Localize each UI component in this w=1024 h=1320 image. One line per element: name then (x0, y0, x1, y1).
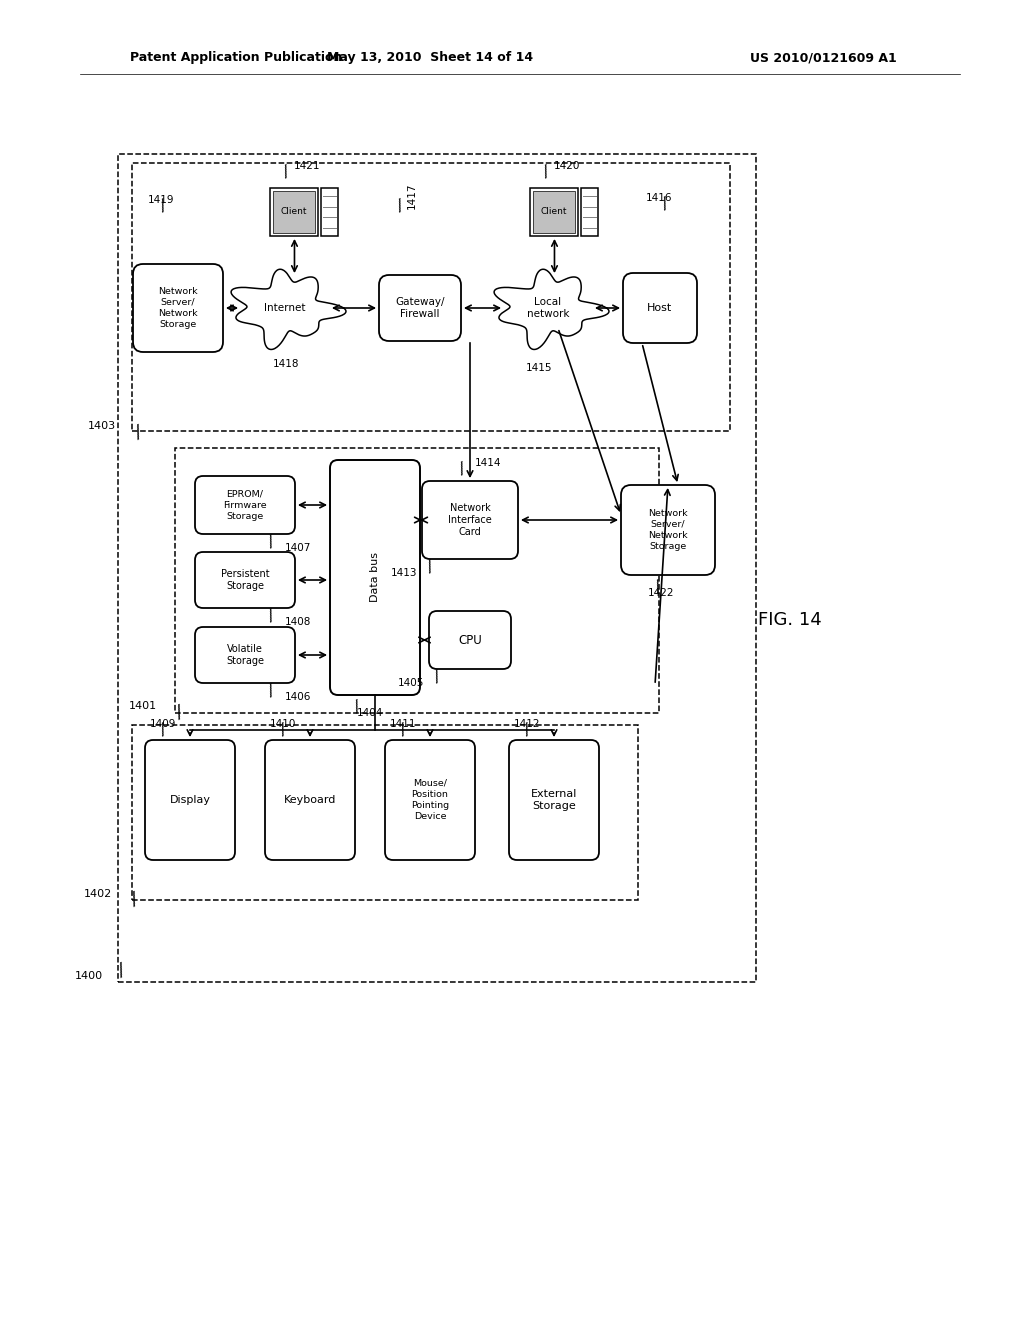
Text: Keyboard: Keyboard (284, 795, 336, 805)
Text: /: / (113, 960, 129, 981)
FancyBboxPatch shape (379, 275, 461, 341)
Text: Internet: Internet (264, 304, 306, 313)
Text: /: / (657, 195, 673, 213)
Text: Mouse/
Position
Pointing
Device: Mouse/ Position Pointing Device (411, 779, 450, 821)
FancyBboxPatch shape (623, 273, 697, 343)
Text: 1412: 1412 (514, 719, 541, 729)
Text: Persistent
Storage: Persistent Storage (221, 569, 269, 591)
Text: 1400: 1400 (75, 972, 103, 981)
Text: /: / (392, 197, 408, 215)
Text: 1415: 1415 (526, 363, 553, 374)
Text: 1414: 1414 (475, 458, 502, 469)
Text: CPU: CPU (458, 634, 482, 647)
Text: /: / (349, 698, 365, 715)
Text: /: / (275, 721, 291, 739)
Text: /: / (539, 164, 553, 181)
Text: Patent Application Publication: Patent Application Publication (130, 51, 342, 65)
Bar (581, 187, 598, 236)
Text: 1413: 1413 (390, 568, 417, 578)
Bar (273, 191, 315, 234)
FancyBboxPatch shape (195, 552, 295, 609)
Text: /: / (156, 721, 170, 739)
FancyBboxPatch shape (429, 611, 511, 669)
Text: 1402: 1402 (84, 888, 112, 899)
FancyBboxPatch shape (133, 264, 223, 352)
Text: Volatile
Storage: Volatile Storage (226, 644, 264, 667)
Text: /: / (430, 668, 444, 685)
Text: EPROM/
Firmware
Storage: EPROM/ Firmware Storage (223, 490, 267, 520)
Text: 1404: 1404 (356, 708, 383, 718)
FancyBboxPatch shape (422, 480, 518, 558)
Text: /: / (423, 558, 437, 576)
Text: /: / (650, 578, 666, 595)
Text: /: / (264, 607, 279, 624)
Bar (118, 154, 756, 982)
Text: FIG. 14: FIG. 14 (758, 611, 822, 630)
Text: 1408: 1408 (285, 616, 311, 627)
Text: 1418: 1418 (273, 359, 299, 370)
Text: Client: Client (281, 207, 307, 216)
Text: /: / (130, 421, 146, 442)
Text: Network
Server/
Network
Storage: Network Server/ Network Storage (158, 286, 198, 329)
Bar (132, 162, 730, 432)
FancyBboxPatch shape (621, 484, 715, 576)
Text: 1410: 1410 (270, 719, 296, 729)
FancyBboxPatch shape (385, 741, 475, 861)
FancyBboxPatch shape (145, 741, 234, 861)
Bar (530, 187, 578, 236)
Bar (175, 447, 659, 713)
FancyBboxPatch shape (195, 477, 295, 535)
Bar (534, 191, 575, 234)
Text: External
Storage: External Storage (530, 789, 578, 812)
Text: /: / (156, 197, 170, 215)
Bar (321, 187, 338, 236)
Polygon shape (231, 269, 346, 350)
FancyBboxPatch shape (330, 459, 420, 696)
Text: May 13, 2010  Sheet 14 of 14: May 13, 2010 Sheet 14 of 14 (327, 51, 534, 65)
Text: Gateway/
Firewall: Gateway/ Firewall (395, 297, 444, 319)
Bar (132, 725, 638, 900)
Text: Client: Client (541, 207, 567, 216)
Text: /: / (395, 721, 411, 739)
Text: /: / (171, 702, 187, 722)
Text: 1405: 1405 (397, 678, 424, 688)
FancyBboxPatch shape (509, 741, 599, 861)
Text: 1406: 1406 (285, 692, 311, 702)
Text: 1416: 1416 (646, 193, 673, 203)
Text: Network
Interface
Card: Network Interface Card (449, 503, 492, 537)
Text: 1417: 1417 (407, 182, 417, 210)
Text: Data bus: Data bus (370, 552, 380, 602)
Text: /: / (455, 461, 469, 478)
Text: 1422: 1422 (648, 587, 675, 598)
Text: 1421: 1421 (294, 161, 321, 172)
Text: 1419: 1419 (148, 195, 174, 205)
Bar (270, 187, 318, 236)
Text: Local
network: Local network (526, 297, 569, 319)
Text: 1411: 1411 (390, 719, 417, 729)
Text: /: / (264, 682, 279, 700)
Text: US 2010/0121609 A1: US 2010/0121609 A1 (750, 51, 897, 65)
Text: Network
Server/
Network
Storage: Network Server/ Network Storage (648, 508, 688, 552)
Text: /: / (126, 888, 142, 909)
Text: 1409: 1409 (150, 719, 176, 729)
FancyBboxPatch shape (195, 627, 295, 682)
FancyBboxPatch shape (265, 741, 355, 861)
Polygon shape (495, 269, 609, 350)
Text: /: / (279, 164, 293, 181)
Text: /: / (520, 721, 535, 739)
Text: 1401: 1401 (129, 701, 157, 711)
Text: Host: Host (647, 304, 673, 313)
Text: Display: Display (170, 795, 211, 805)
Text: 1407: 1407 (285, 543, 311, 553)
Text: /: / (264, 533, 279, 550)
Text: 1420: 1420 (554, 161, 581, 172)
Text: 1403: 1403 (88, 421, 116, 432)
